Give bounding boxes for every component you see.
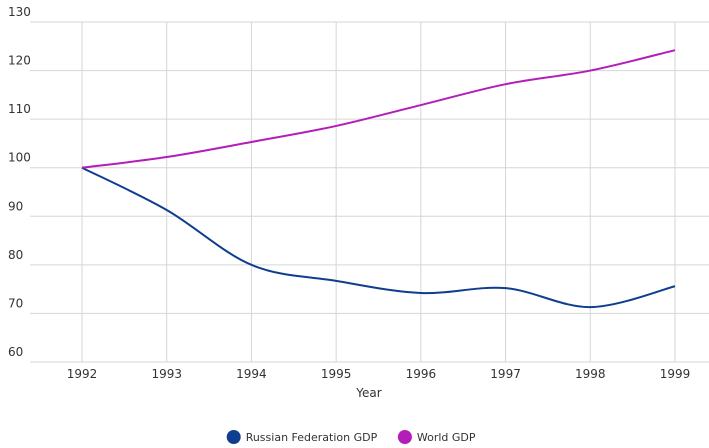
legend-label: Russian Federation GDP bbox=[246, 431, 378, 444]
y-tick-label: 80 bbox=[8, 248, 23, 262]
y-tick-label: 100 bbox=[8, 151, 31, 165]
x-tick-label: 1998 bbox=[575, 367, 606, 381]
x-tick-label: 1992 bbox=[67, 367, 98, 381]
y-tick-label: 120 bbox=[8, 54, 31, 68]
x-tick-label: 1996 bbox=[406, 367, 437, 381]
y-tick-label: 60 bbox=[8, 345, 23, 359]
x-tick-label: 1995 bbox=[321, 367, 352, 381]
legend-marker bbox=[397, 430, 412, 444]
x-axis-label: Year bbox=[355, 386, 381, 400]
y-tick-label: 110 bbox=[8, 102, 31, 116]
y-tick-label: 130 bbox=[8, 5, 31, 19]
y-tick-label: 70 bbox=[8, 296, 23, 310]
legend-label: World GDP bbox=[417, 431, 476, 444]
x-tick-label: 1993 bbox=[151, 367, 182, 381]
line bbox=[81, 49, 676, 169]
y-tick-label: 90 bbox=[8, 199, 23, 213]
x-tick-label: 1994 bbox=[236, 367, 267, 381]
legend-marker bbox=[226, 430, 241, 444]
x-tick-label: 1999 bbox=[660, 367, 691, 381]
x-tick-label: 1997 bbox=[490, 367, 521, 381]
line bbox=[81, 166, 676, 309]
